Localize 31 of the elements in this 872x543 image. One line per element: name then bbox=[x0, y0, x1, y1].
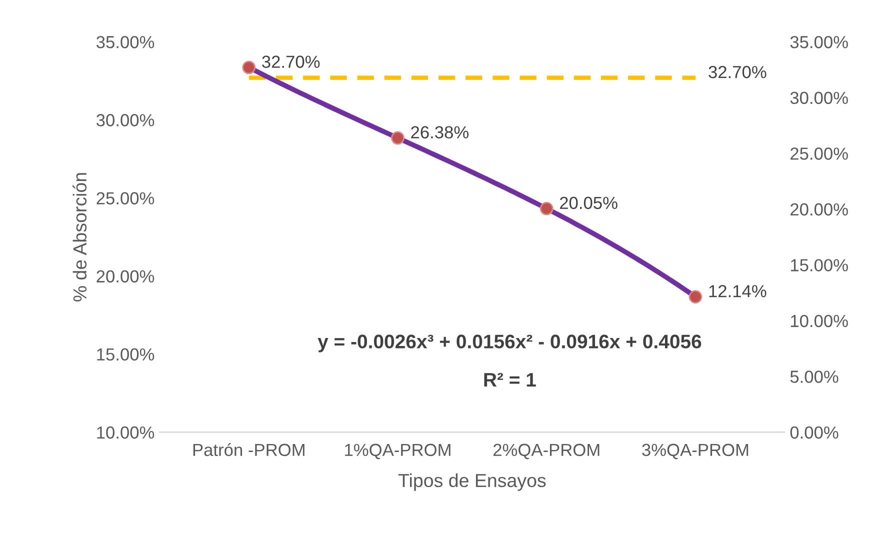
y-tick-label: 20.00% bbox=[96, 270, 154, 283]
x-tick-label: 3%QA-PROM bbox=[642, 444, 748, 460]
y2-tick-label: 20.00% bbox=[790, 203, 848, 216]
y2-tick-label: 15.00% bbox=[790, 259, 848, 272]
data-label: 12.14% bbox=[709, 285, 766, 298]
x-axis-title: Tipos de Ensayos bbox=[398, 473, 546, 491]
y2-tick-label: 25.00% bbox=[790, 148, 848, 160]
annotation: R² = 1 bbox=[484, 372, 536, 386]
y2-tick-label: 5.00% bbox=[790, 370, 838, 383]
x-tick-label: 2%QA-PROM bbox=[493, 444, 600, 460]
annotation: y = -0.0026x³ + 0.0156x² - 0.0916x + 0.4056 bbox=[318, 334, 702, 352]
y-tick-label: 35.00% bbox=[96, 36, 154, 48]
y-tick-label: 15.00% bbox=[97, 348, 154, 361]
x-tick-label: 1%QA-PROM bbox=[345, 444, 450, 460]
y2-tick-label: 30.00% bbox=[790, 92, 848, 104]
data-label: 26.38% bbox=[411, 126, 469, 138]
point bbox=[540, 202, 554, 216]
y-tick-label: 30.00% bbox=[96, 114, 154, 126]
x-tick-label: Patrón -PROM bbox=[193, 443, 304, 456]
data-label: 32.70% bbox=[262, 56, 320, 68]
y2-tick-label: 35.00% bbox=[790, 36, 848, 48]
y-tick-label: 10.00% bbox=[97, 426, 154, 439]
y-axis-title: % de Absorción bbox=[72, 173, 87, 302]
point bbox=[391, 131, 404, 145]
point bbox=[242, 60, 256, 74]
y2-tick-label: 10.00% bbox=[790, 314, 848, 328]
y-tick-label: 25.00% bbox=[96, 192, 154, 204]
y2-tick-label: 0.00% bbox=[790, 426, 838, 439]
point bbox=[688, 290, 702, 304]
data-label: 20.05% bbox=[560, 196, 618, 210]
data-label: 32.70% bbox=[708, 66, 766, 78]
